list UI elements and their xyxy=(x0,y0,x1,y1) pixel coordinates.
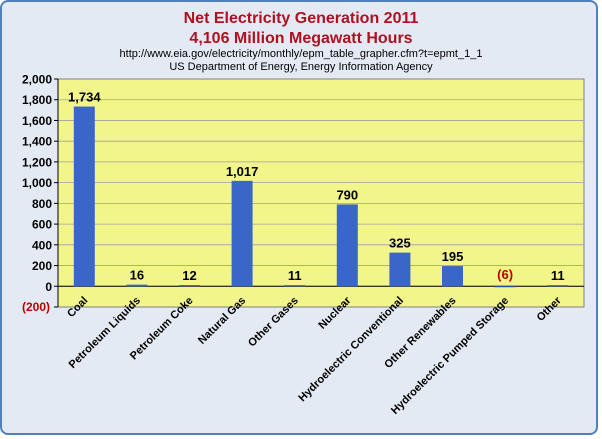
y-tick-label: 1,000 xyxy=(22,176,52,190)
bar xyxy=(73,106,95,287)
y-tick-label: 1,400 xyxy=(22,135,52,149)
y-tick-label: (200) xyxy=(22,300,50,314)
x-tick-label: Hydroelectric Conventional xyxy=(296,295,406,405)
bar xyxy=(179,285,200,287)
data-label: 1,017 xyxy=(226,164,259,179)
y-tick-label: 800 xyxy=(32,197,52,211)
plot-area xyxy=(57,78,585,308)
y-tick-label: 0 xyxy=(45,280,52,294)
x-tick-label: Hydroelectric Pumped Storage xyxy=(389,295,511,417)
source-url: http://www.eia.gov/electricity/monthly/e… xyxy=(119,48,483,60)
data-label: 12 xyxy=(182,268,196,283)
source-organization: US Department of Energy, Energy Informat… xyxy=(169,61,433,73)
bar xyxy=(284,285,306,287)
data-label: (6) xyxy=(497,267,513,282)
data-label: 325 xyxy=(389,236,411,251)
bar xyxy=(494,286,516,288)
data-label: 16 xyxy=(130,268,144,283)
bar xyxy=(389,252,411,287)
y-tick-label: 1,800 xyxy=(22,93,52,107)
y-tick-label: 2,000 xyxy=(22,73,52,87)
chart-subtitle: 4,106 Million Megawatt Hours xyxy=(189,30,413,47)
bar xyxy=(126,284,148,287)
data-label: 195 xyxy=(442,249,464,264)
bar xyxy=(547,285,569,287)
data-label: 790 xyxy=(336,187,358,202)
bar xyxy=(231,180,253,287)
y-tick-label: 400 xyxy=(32,238,52,252)
y-tick-label: 600 xyxy=(32,218,52,232)
data-label: 1,734 xyxy=(68,90,101,105)
y-tick-label: 1,200 xyxy=(22,155,52,169)
chart-title: Net Electricity Generation 2011 xyxy=(183,10,419,27)
data-label: 11 xyxy=(288,268,302,283)
data-label: 11 xyxy=(551,268,565,283)
bar xyxy=(336,204,358,287)
y-tick-label: 200 xyxy=(32,259,52,273)
y-tick-label: 1,600 xyxy=(22,114,52,128)
bar xyxy=(442,266,463,287)
